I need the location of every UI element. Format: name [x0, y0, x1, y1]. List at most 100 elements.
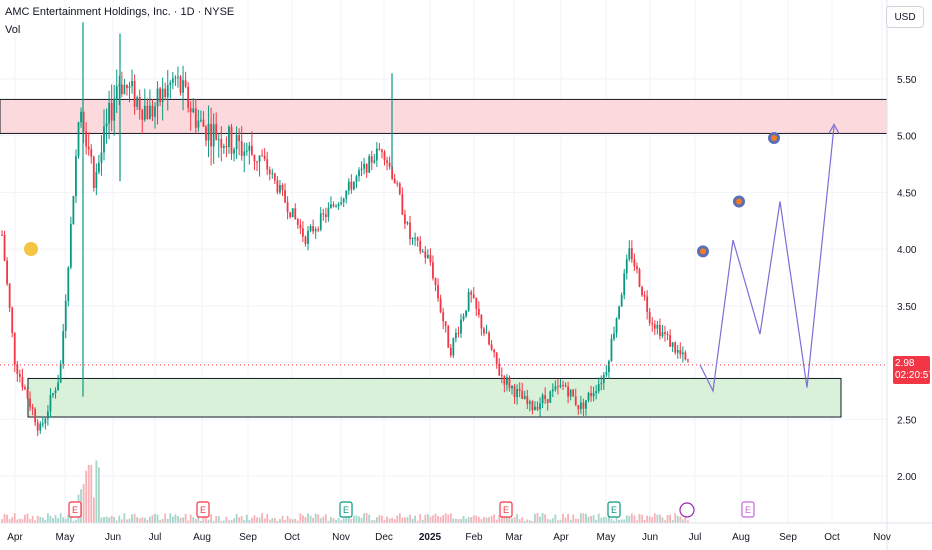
volume-bar: [549, 519, 552, 523]
resistance-zone[interactable]: [0, 98, 888, 134]
currency-button[interactable]: USD: [886, 6, 924, 28]
earnings-marker-label: E: [343, 505, 349, 515]
volume-bar: [528, 520, 531, 523]
volume-indicator-label[interactable]: Vol: [5, 24, 21, 36]
candle-body: [327, 207, 330, 217]
candle-body: [386, 160, 388, 163]
candle-body: [381, 149, 383, 152]
candle-body: [312, 226, 314, 232]
volume-bar: [273, 517, 276, 523]
volume-bar: [3, 513, 6, 523]
candle-body: [477, 308, 480, 315]
volume-bar: [217, 516, 220, 523]
candle-body: [641, 286, 643, 296]
price-tick-label: 2.50: [897, 415, 917, 426]
candle-body: [202, 119, 205, 127]
earnings-marker-label: E: [503, 505, 509, 515]
volume-bar: [531, 520, 534, 523]
time-tick-label: Jun: [105, 532, 121, 543]
candle-body: [585, 400, 587, 409]
candle-body: [526, 396, 529, 404]
volume-bar: [666, 515, 669, 523]
candle-body: [154, 106, 156, 117]
volume-bar: [551, 518, 554, 523]
candle-body: [39, 423, 42, 431]
earnings-marker-label: E: [72, 505, 78, 515]
volume-bar: [483, 516, 485, 523]
volume-bar: [31, 515, 34, 523]
grid: [0, 0, 887, 523]
candle-body: [189, 107, 192, 113]
support-zone[interactable]: [27, 377, 842, 418]
candle-body: [452, 338, 455, 356]
candle-body: [289, 212, 292, 218]
volume-bar: [205, 517, 207, 523]
candle-body: [495, 352, 498, 364]
volume-bar: [526, 519, 529, 523]
volume-bar: [235, 513, 238, 523]
volume-bar: [261, 513, 263, 523]
candle-body: [656, 324, 659, 329]
candle-body: [638, 269, 641, 287]
candle-body: [342, 198, 345, 203]
bar-countdown: 02:20:57: [895, 370, 932, 381]
volume-bar: [228, 520, 230, 523]
candle-body: [279, 185, 281, 193]
volume-bar: [276, 520, 279, 523]
volume-bar: [358, 516, 360, 523]
volume-bar: [192, 517, 195, 523]
volume-bar: [194, 519, 197, 523]
volume-bar: [317, 514, 320, 523]
candle-body: [166, 85, 169, 98]
time-tick-label: Aug: [193, 532, 211, 543]
volume-bar: [613, 520, 615, 523]
volume-bar: [383, 520, 386, 523]
candle-body: [416, 237, 419, 241]
candle-body: [307, 230, 309, 244]
candle-body: [18, 373, 21, 377]
candle-body: [455, 332, 457, 339]
volume-bar: [503, 514, 506, 523]
candle-body: [546, 399, 549, 403]
candle-body: [225, 145, 228, 148]
candle-body: [77, 122, 80, 157]
candle-body: [72, 196, 75, 225]
volume-bar: [602, 516, 605, 523]
candle-body: [251, 145, 253, 155]
volume-bar: [279, 519, 281, 523]
volume-bar: [82, 484, 85, 523]
candle-body: [483, 328, 485, 334]
volume-bar: [238, 517, 241, 523]
volume-bar: [24, 514, 26, 523]
volume-bar: [141, 517, 144, 523]
volume-bar: [457, 519, 460, 523]
candle-body: [511, 386, 513, 389]
volume-bar: [574, 518, 577, 523]
volume-bar: [426, 514, 429, 523]
volume-bar: [335, 519, 337, 523]
volume-bar: [681, 519, 684, 523]
candle-body: [217, 139, 220, 141]
candle-body: [432, 262, 434, 279]
volume-bar: [291, 519, 294, 523]
candle-body: [80, 111, 82, 123]
volume-bar: [511, 518, 513, 523]
projection-path: [699, 126, 835, 393]
volume-bar: [105, 516, 108, 523]
candle-body: [210, 123, 212, 147]
volume-bar: [536, 513, 539, 523]
candle-body: [177, 76, 179, 78]
candle-body: [613, 333, 615, 339]
candle-body: [449, 347, 452, 356]
candle-body: [136, 97, 139, 107]
volume-bar: [572, 514, 575, 523]
volume-bar: [16, 519, 19, 523]
candle-body: [396, 183, 399, 185]
volume-bar: [437, 516, 439, 523]
volume-bar: [488, 517, 490, 523]
volume-bar: [182, 517, 184, 523]
candle-body: [105, 123, 108, 127]
volume-bar: [72, 520, 75, 523]
volume-bar: [62, 517, 65, 523]
